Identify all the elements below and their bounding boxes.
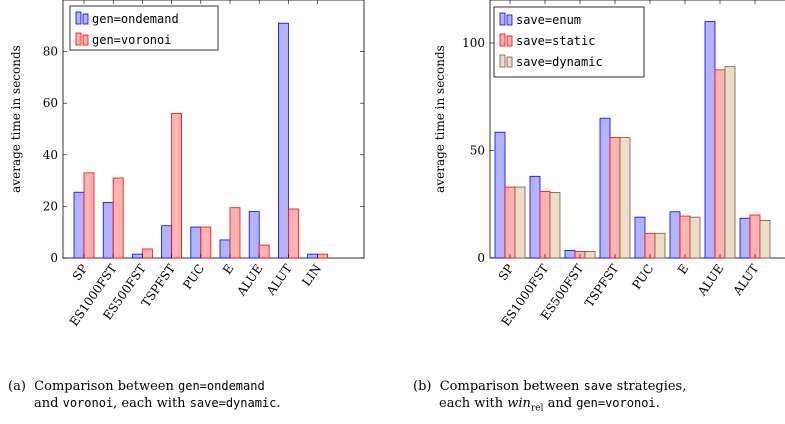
legend-label: gen=ondemand: [92, 12, 179, 26]
y-axis-title: average time in seconds: [433, 45, 447, 193]
bar: [494, 131, 506, 259]
legend-box: [493, 6, 645, 78]
bar: [714, 69, 726, 259]
legend-swatch: [506, 35, 513, 47]
bar: [287, 208, 299, 259]
bar: [514, 186, 526, 259]
y-tick-label: 0: [50, 251, 58, 265]
bar: [112, 177, 124, 259]
bar: [190, 226, 202, 259]
bar: [564, 250, 576, 259]
x-tick-label: SP: [70, 262, 91, 283]
bar: [258, 244, 270, 259]
bar: [759, 219, 771, 259]
legend-box: [69, 5, 219, 51]
bar: [161, 225, 173, 259]
x-tick-label: E: [675, 262, 691, 277]
y-tick-label: 60: [43, 96, 58, 110]
y-tick-label: 40: [43, 148, 58, 162]
legend-swatch: [82, 13, 89, 25]
bar: [307, 253, 319, 259]
legend-label: save=static: [516, 34, 595, 48]
bar: [171, 113, 183, 259]
bar: [229, 207, 241, 259]
caption-b: (b) Comparison between save strategies, …: [413, 379, 687, 414]
legend-label: save=dynamic: [516, 55, 603, 69]
legend-swatch: [506, 56, 513, 68]
y-tick-label: 0: [477, 251, 485, 265]
bar: [317, 253, 329, 259]
y-tick-label: 50: [470, 144, 485, 158]
y-tick-label: 100: [462, 36, 485, 50]
legend-label: gen=voronoi: [92, 33, 171, 47]
bar: [609, 137, 621, 259]
bar: [529, 175, 541, 259]
x-tick-label: PUC: [629, 262, 656, 292]
y-tick-label: 20: [43, 199, 58, 213]
bar: [679, 215, 691, 259]
x-tick-label: E: [220, 262, 236, 277]
x-tick-label: ALUT: [730, 262, 762, 299]
y-axis-title: average time in seconds: [9, 45, 23, 193]
x-tick-label: TSPFST: [582, 262, 621, 310]
x-tick-label: SP: [496, 262, 517, 283]
bar: [539, 190, 551, 259]
bar: [749, 214, 761, 259]
bar: [654, 232, 666, 259]
bar: [248, 211, 260, 259]
bar: [634, 216, 646, 259]
bar: [102, 202, 114, 259]
legend-swatch: [75, 11, 82, 25]
legend-swatch: [82, 34, 89, 46]
bar: [219, 239, 231, 259]
y-tick-label: 80: [43, 45, 58, 59]
plot-frame: [62, 0, 365, 259]
bar: [669, 211, 681, 259]
bar: [277, 22, 289, 259]
bar: [131, 253, 143, 259]
legend-swatch: [506, 14, 513, 26]
bar: [73, 191, 85, 259]
bar: [584, 251, 596, 259]
legend-swatch: [499, 33, 506, 47]
caption-a: (a) Comparison between gen=ondemand and …: [8, 379, 281, 411]
bar: [200, 226, 212, 259]
bar: [504, 186, 516, 259]
bar: [704, 21, 716, 259]
bar: [141, 248, 153, 259]
x-tick-label: PUC: [180, 262, 207, 292]
bar: [689, 216, 701, 259]
bar: [83, 172, 95, 259]
legend-swatch: [499, 12, 506, 26]
legend-swatch: [499, 54, 506, 68]
x-tick-label: ALUE: [694, 262, 726, 299]
bar: [619, 137, 631, 259]
bar: [549, 192, 561, 259]
legend-swatch: [75, 32, 82, 46]
x-tick-label: ALUT: [263, 262, 295, 299]
bar: [599, 117, 611, 259]
bar: [724, 66, 736, 259]
x-tick-label: ALUE: [234, 262, 266, 299]
bar: [739, 217, 751, 259]
legend-label: save=enum: [516, 13, 581, 27]
x-tick-label: LIN: [299, 262, 324, 289]
